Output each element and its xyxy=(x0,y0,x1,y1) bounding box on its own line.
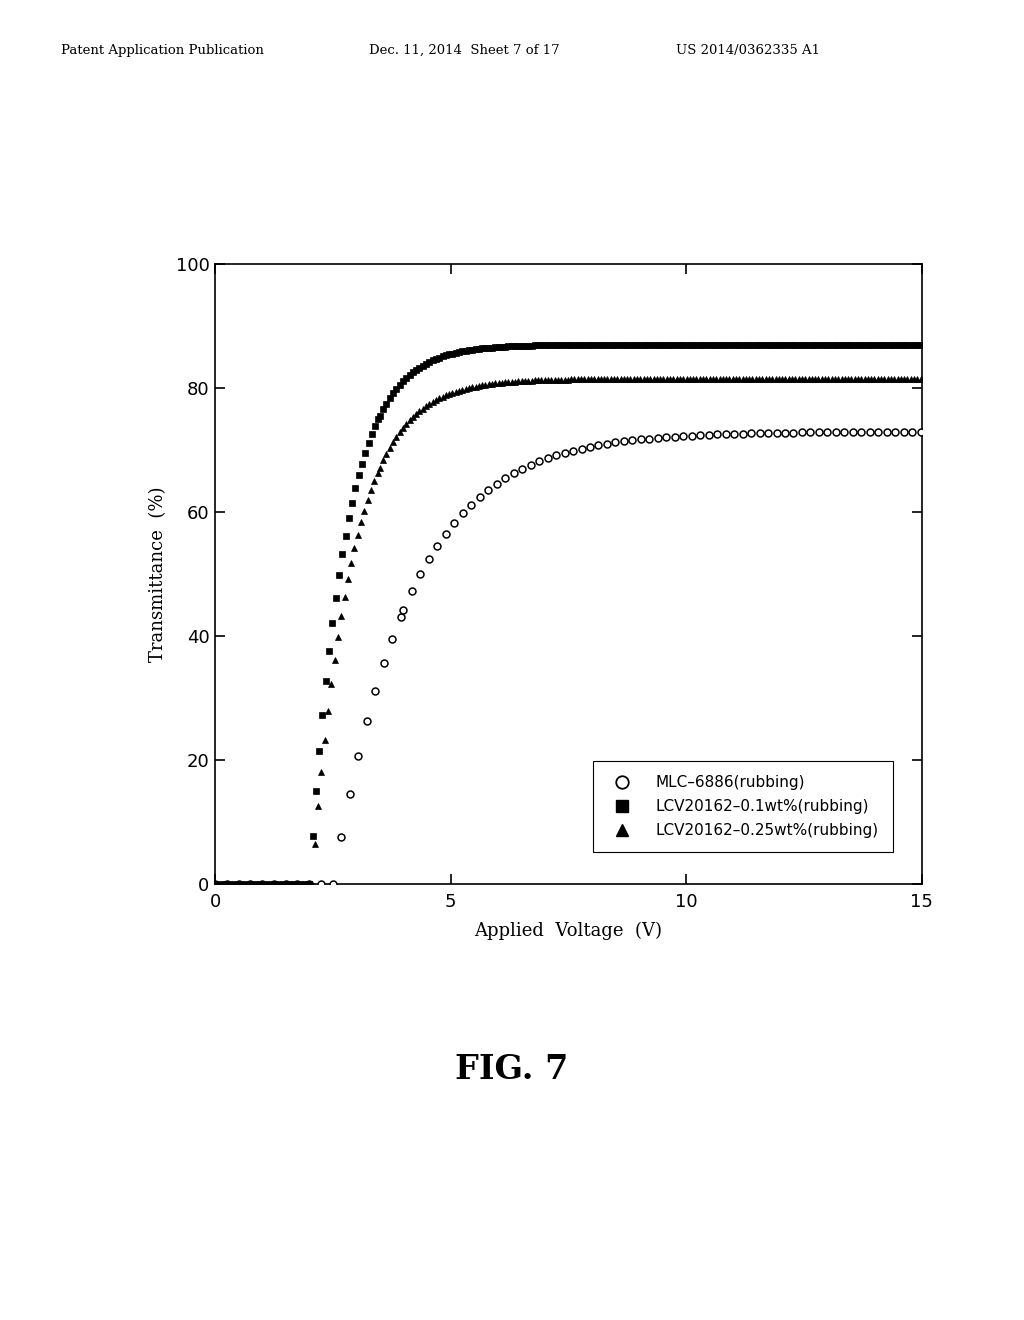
Text: US 2014/0362335 A1: US 2014/0362335 A1 xyxy=(676,44,820,57)
Legend: MLC–6886(rubbing), LCV20162–0.1wt%(rubbing), LCV20162–0.25wt%(rubbing): MLC–6886(rubbing), LCV20162–0.1wt%(rubbi… xyxy=(593,762,893,851)
LCV20162–0.1wt%(rubbing) xyxy=(858,337,870,352)
LCV20162–0.1wt%(rubbing) xyxy=(209,876,221,892)
Line: MLC–6886(rubbing): MLC–6886(rubbing) xyxy=(212,428,924,888)
LCV20162–0.25wt%(rubbing) xyxy=(654,371,667,387)
LCV20162–0.25wt%(rubbing) xyxy=(858,371,870,387)
LCV20162–0.1wt%(rubbing) xyxy=(614,337,627,352)
LCV20162–0.25wt%(rubbing) xyxy=(918,371,930,387)
LCV20162–0.25wt%(rubbing) xyxy=(614,371,627,387)
MLC–6886(rubbing) xyxy=(914,424,927,440)
Line: LCV20162–0.1wt%(rubbing): LCV20162–0.1wt%(rubbing) xyxy=(212,342,927,887)
MLC–6886(rubbing) xyxy=(847,424,859,440)
MLC–6886(rubbing) xyxy=(736,425,749,441)
MLC–6886(rubbing) xyxy=(609,434,622,450)
LCV20162–0.1wt%(rubbing) xyxy=(333,568,345,583)
LCV20162–0.1wt%(rubbing) xyxy=(654,337,667,352)
LCV20162–0.25wt%(rubbing) xyxy=(700,371,713,387)
LCV20162–0.25wt%(rubbing) xyxy=(668,371,680,387)
MLC–6886(rubbing) xyxy=(209,876,221,892)
X-axis label: Applied  Voltage  (V): Applied Voltage (V) xyxy=(474,921,663,940)
Y-axis label: Transmittance  (%): Transmittance (%) xyxy=(150,487,167,661)
Text: Patent Application Publication: Patent Application Publication xyxy=(61,44,264,57)
LCV20162–0.1wt%(rubbing) xyxy=(700,337,713,352)
LCV20162–0.25wt%(rubbing) xyxy=(209,876,221,892)
Line: LCV20162–0.25wt%(rubbing): LCV20162–0.25wt%(rubbing) xyxy=(212,376,927,887)
MLC–6886(rubbing) xyxy=(787,425,800,441)
Text: Dec. 11, 2014  Sheet 7 of 17: Dec. 11, 2014 Sheet 7 of 17 xyxy=(369,44,559,57)
MLC–6886(rubbing) xyxy=(821,424,834,440)
LCV20162–0.25wt%(rubbing) xyxy=(332,630,344,645)
LCV20162–0.1wt%(rubbing) xyxy=(918,337,930,352)
MLC–6886(rubbing) xyxy=(660,429,673,445)
Text: FIG. 7: FIG. 7 xyxy=(456,1053,568,1085)
LCV20162–0.1wt%(rubbing) xyxy=(668,337,680,352)
